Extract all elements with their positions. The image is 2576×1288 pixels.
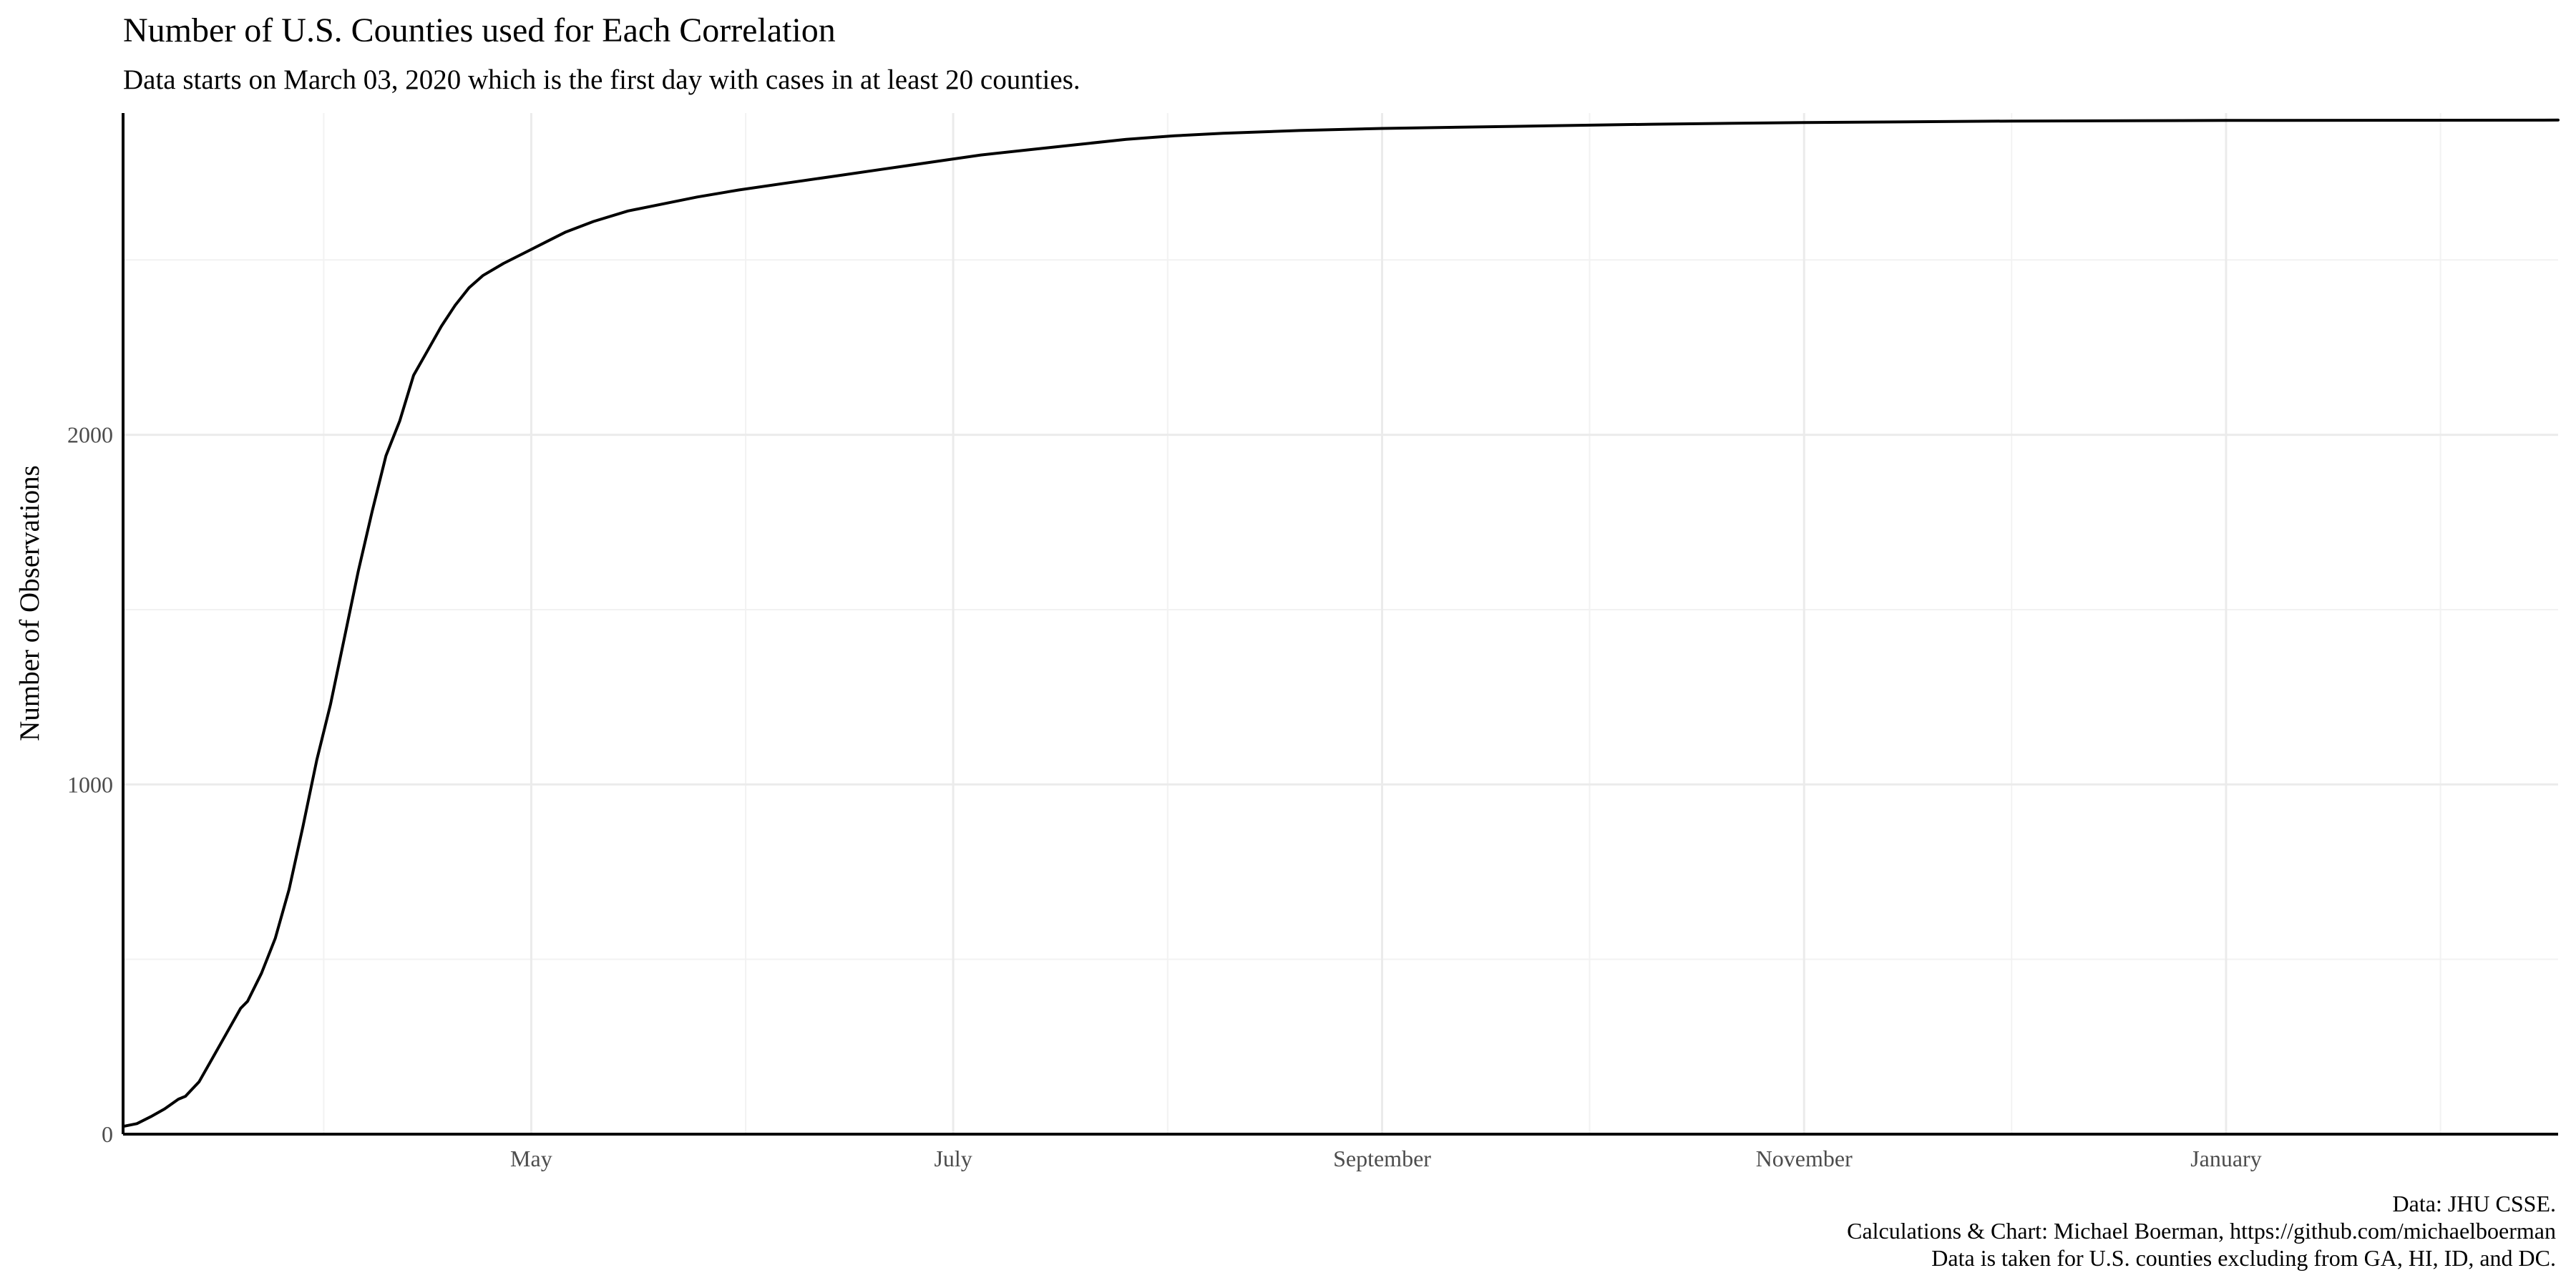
x-tick-label: November [1756,1146,1853,1171]
tick-labels: 0 1000 2000 May July September November January [67,422,2262,1171]
x-tick-label: September [1333,1146,1431,1171]
y-tick-label: 0 [102,1121,113,1147]
chart-subtitle: Data starts on March 03, 2020 which is t… [123,64,1080,95]
x-tick-label: July [934,1146,972,1171]
x-tick-label: May [510,1146,552,1171]
series [122,118,2560,1128]
axes [122,113,2558,1136]
caption-note: Data is taken for U.S. counties excludin… [1931,1245,2556,1271]
x-tick-label: January [2190,1146,2262,1171]
series-line [122,118,2560,1128]
y-tick-label: 2000 [67,422,113,448]
y-axis-title: Number of Observations [14,465,45,741]
grid [123,113,2558,1136]
y-tick-label: 1000 [67,771,113,797]
chart-title: Number of U.S. Counties used for Each Co… [123,11,836,49]
caption-credits: Calculations & Chart: Michael Boerman, h… [1847,1218,2556,1244]
caption-source: Data: JHU CSSE. [2393,1191,2556,1216]
